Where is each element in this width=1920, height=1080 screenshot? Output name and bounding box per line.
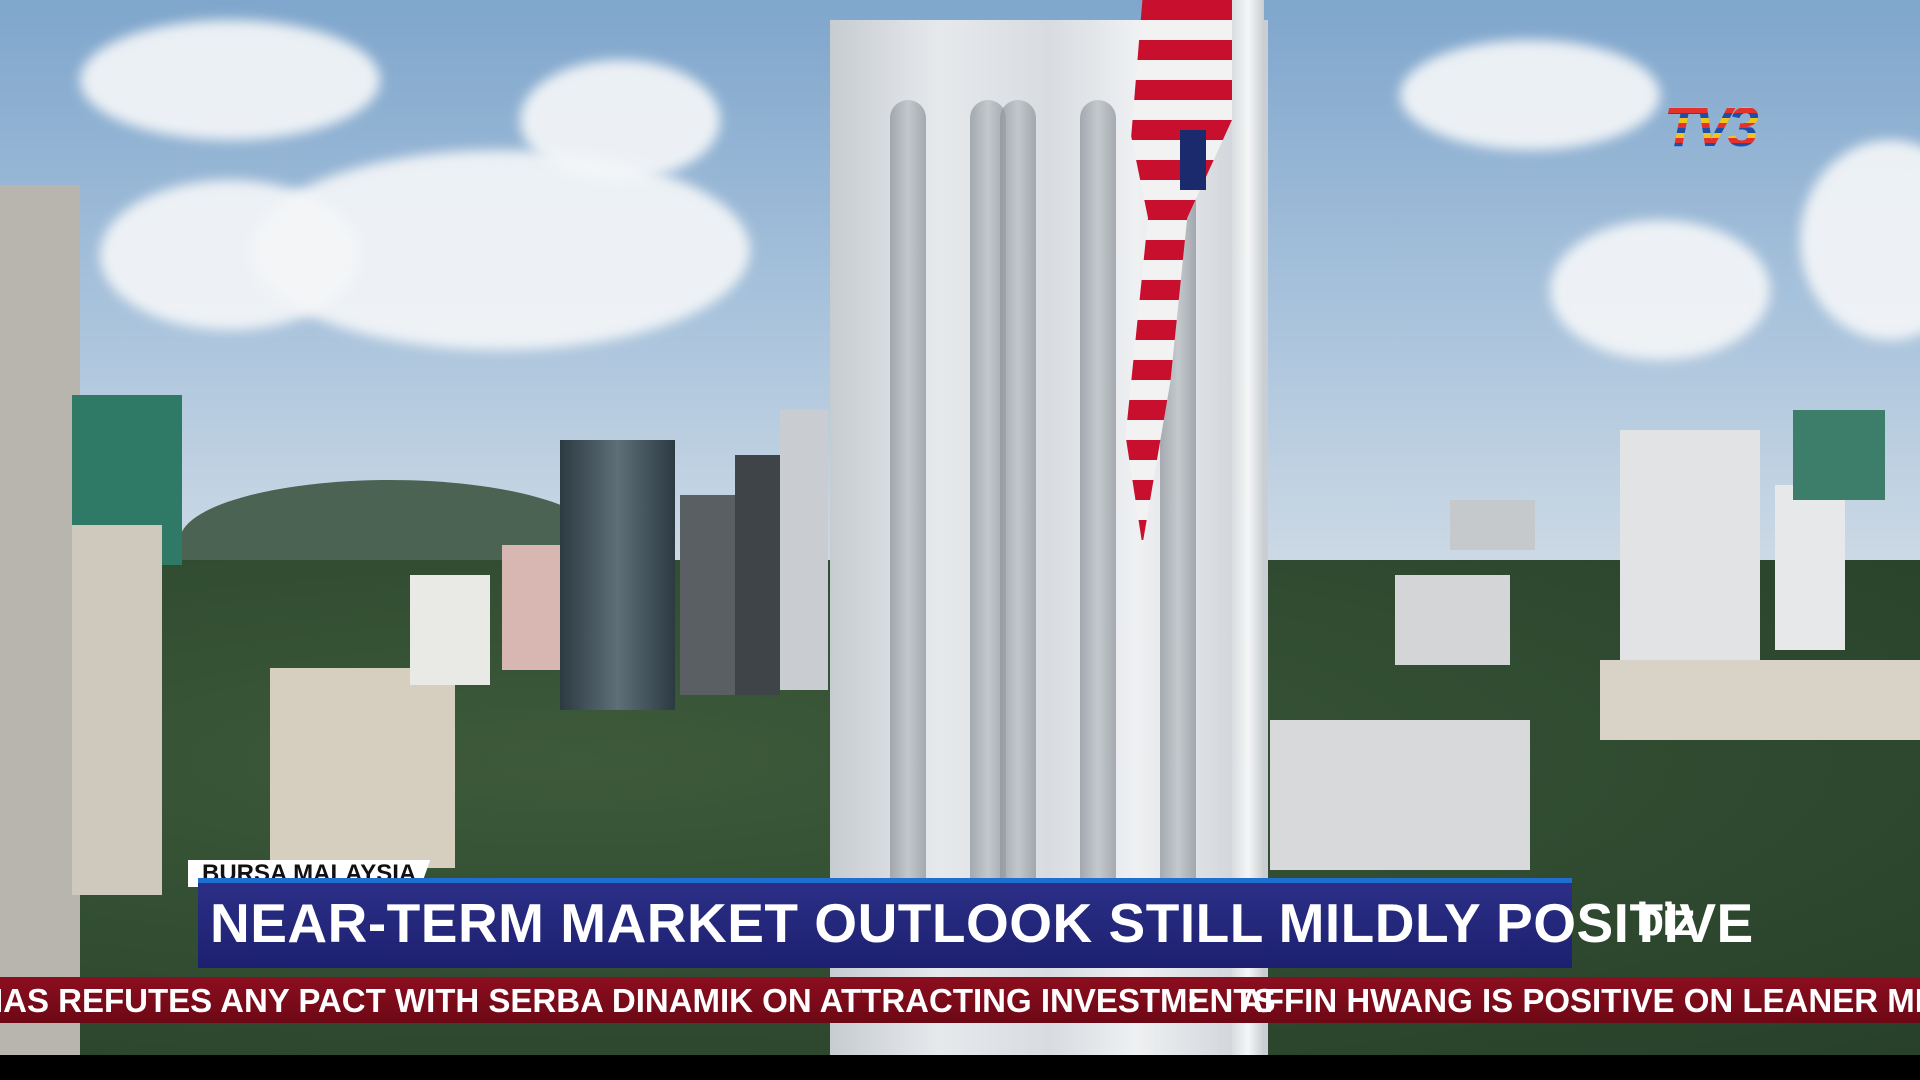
ticker-separator: • <box>1188 984 1199 1017</box>
channel-logo: TV3 <box>1664 98 1804 156</box>
news-ticker: IAS REFUTES ANY PACT WITH SERBA DINAMIK … <box>0 977 1920 1023</box>
ticker-item: AFFIN HWANG IS POSITIVE ON LEANER MEDIA <box>1240 982 1920 1019</box>
program-logo: biz <box>1636 893 1696 945</box>
headline-text: NEAR-TERM MARKET OUTLOOK STILL MILDLY PO… <box>210 892 1754 954</box>
headline-bar: NEAR-TERM MARKET OUTLOOK STILL MILDLY PO… <box>198 878 1753 968</box>
ticker-item: IAS REFUTES ANY PACT WITH SERBA DINAMIK … <box>0 982 1276 1019</box>
